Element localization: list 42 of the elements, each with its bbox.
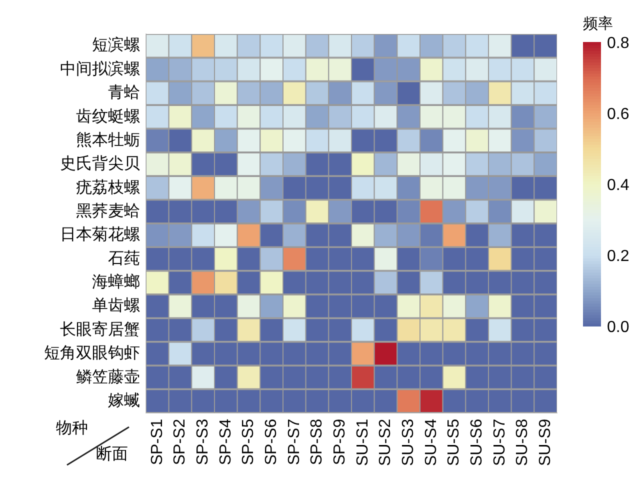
x-tick-label: SP-S9: [331, 418, 348, 466]
x-tick-label: SP-S4: [217, 418, 234, 466]
x-tick-label: SU-S6: [468, 418, 486, 466]
x-axis-title: 断面: [96, 444, 128, 465]
color-bar-title: 频率: [583, 16, 613, 33]
y-tick-label: 中间拟滨螺: [60, 60, 140, 78]
x-tick-label: SU-S9: [536, 418, 554, 466]
y-tick-label: 日本菊花螺: [60, 226, 140, 244]
color-bar-label: 0.8: [607, 34, 630, 52]
y-tick-label: 嫁蝛: [108, 391, 140, 410]
y-tick-label: 石莼: [108, 249, 140, 268]
y-tick-label: 短滨螺: [92, 36, 140, 54]
x-tick-label: SP-S7: [286, 418, 303, 466]
y-tick-label: 青蛤: [108, 84, 140, 102]
color-bar-label: 0.2: [607, 248, 630, 265]
color-bar-label: 0.6: [607, 106, 630, 123]
x-tick-label: SU-S2: [377, 418, 394, 466]
x-tick-label: SU-S1: [354, 418, 372, 466]
x-tick-label: SU-S3: [400, 418, 417, 466]
x-tick-label: SP-S8: [308, 418, 326, 466]
x-tick-label: SP-S6: [262, 418, 280, 466]
x-tick-label: SU-S4: [422, 418, 440, 466]
x-tick-label: SP-S1: [148, 418, 166, 466]
x-tick-label: SP-S3: [194, 418, 212, 466]
y-tick-label: 海蟑螂: [92, 273, 140, 292]
y-axis-title: 物种: [56, 418, 88, 439]
y-tick-label: 齿纹蜓螺: [76, 107, 140, 126]
x-tick-label: SU-S5: [446, 418, 463, 466]
color-bar-label: 0.4: [607, 176, 630, 194]
x-tick-label: SP-S5: [240, 418, 258, 466]
x-tick-label: SU-S7: [491, 418, 508, 466]
x-tick-label: SU-S8: [514, 418, 532, 466]
y-tick-label: 熊本牡蛎: [76, 130, 140, 149]
y-tick-label: 单齿螺: [92, 296, 140, 315]
y-tick-label: 鳞笠藤壶: [76, 368, 140, 386]
y-tick-label: 史氏背尖贝: [60, 154, 140, 173]
y-tick-label: 黑荞麦蛤: [76, 202, 140, 220]
y-tick-label: 长眼寄居蟹: [60, 320, 140, 338]
y-tick-label: 短角双眼钩虾: [44, 345, 140, 362]
y-tick-label: 疣荔枝螺: [76, 178, 140, 196]
color-bar-label: 0.0: [607, 318, 630, 336]
x-tick-label: SP-S2: [172, 418, 189, 466]
